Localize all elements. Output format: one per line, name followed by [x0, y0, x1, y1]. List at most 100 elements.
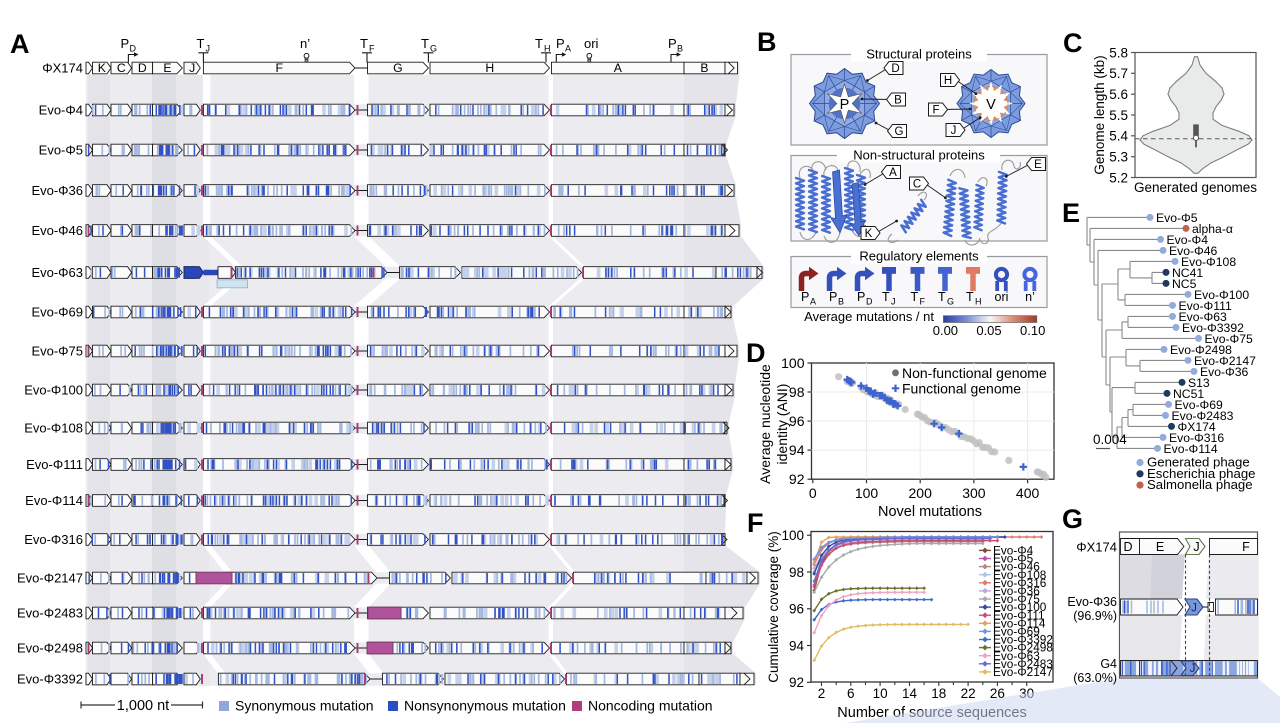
svg-text:T: T [911, 290, 919, 304]
svg-text:Salmonella phage: Salmonella phage [1147, 477, 1253, 492]
svg-text:Evo-Φ4: Evo-Φ4 [993, 544, 1034, 558]
svg-text:T: T [197, 36, 205, 51]
svg-text:Generated phage: Generated phage [1147, 455, 1250, 470]
svg-text:100: 100 [781, 355, 805, 371]
svg-text:ΦX174: ΦX174 [1076, 540, 1117, 555]
svg-text:T: T [882, 290, 890, 304]
svg-text:100: 100 [855, 485, 879, 501]
svg-text:Evo-Φ4: Evo-Φ4 [39, 103, 83, 118]
svg-text:J: J [1193, 540, 1199, 554]
svg-text:18: 18 [931, 686, 946, 701]
svg-text:5.7: 5.7 [1109, 66, 1128, 81]
svg-text:Evo-Φ75: Evo-Φ75 [31, 344, 83, 359]
svg-text:J: J [1190, 663, 1196, 675]
svg-text:Evo-Φ46: Evo-Φ46 [1169, 244, 1218, 258]
svg-text:5.5: 5.5 [1109, 108, 1128, 123]
svg-text:B: B [700, 61, 708, 75]
svg-text:Evo-Φ2147: Evo-Φ2147 [17, 571, 83, 586]
svg-text:A: A [565, 44, 571, 54]
svg-text:Evo-Φ69: Evo-Φ69 [1175, 398, 1224, 412]
svg-text:H: H [485, 61, 494, 75]
svg-text:Evo-Φ114: Evo-Φ114 [1164, 442, 1218, 456]
svg-text:Average nucleotide: Average nucleotide [757, 364, 773, 484]
svg-text:D: D [1123, 540, 1132, 554]
svg-text:J: J [206, 44, 211, 54]
svg-text:Evo-Φ5: Evo-Φ5 [1156, 211, 1198, 225]
svg-text:5.8: 5.8 [1109, 45, 1128, 60]
svg-text:Evo-Φ108: Evo-Φ108 [993, 568, 1047, 582]
svg-text:Evo-Φ2147: Evo-Φ2147 [1194, 354, 1256, 368]
svg-text:Evo-Φ2147: Evo-Φ2147 [993, 665, 1053, 679]
svg-text:alpha-α: alpha-α [1192, 222, 1233, 236]
svg-text:G: G [947, 297, 954, 307]
svg-text:n’: n’ [1025, 290, 1035, 304]
svg-text:Noncoding mutation: Noncoding mutation [588, 698, 713, 714]
svg-text:C: C [913, 179, 921, 191]
svg-text:D: D [130, 44, 137, 54]
svg-text:ori: ori [995, 290, 1009, 304]
svg-text:NC5: NC5 [1172, 277, 1197, 291]
svg-text:0.10: 0.10 [1020, 323, 1045, 338]
svg-text:G: G [895, 126, 904, 138]
svg-text:NC51: NC51 [1173, 387, 1204, 401]
svg-text:A: A [614, 61, 623, 75]
svg-text:98: 98 [789, 565, 804, 580]
svg-text:10: 10 [873, 686, 888, 701]
svg-text:92: 92 [789, 471, 805, 487]
svg-text:22: 22 [961, 686, 976, 701]
svg-text:E: E [1156, 540, 1164, 554]
svg-text:P: P [121, 36, 130, 51]
svg-text:94: 94 [789, 442, 805, 458]
svg-text:Evo-Φ63: Evo-Φ63 [993, 649, 1040, 663]
svg-text:Evo-Φ2498: Evo-Φ2498 [993, 641, 1053, 655]
svg-text:Evo-Φ114: Evo-Φ114 [993, 616, 1046, 630]
svg-text:(96.9%): (96.9%) [1073, 609, 1117, 623]
svg-text:1,000 nt: 1,000 nt [117, 698, 169, 714]
svg-text:D: D [746, 338, 766, 368]
svg-text:F: F [920, 297, 926, 307]
svg-text:Evo-Φ46: Evo-Φ46 [993, 560, 1040, 574]
svg-text:G: G [430, 44, 437, 54]
svg-text:F: F [747, 508, 764, 538]
svg-text:J: J [951, 125, 957, 137]
svg-text:P: P [840, 97, 850, 113]
svg-text:G4: G4 [1100, 657, 1117, 671]
svg-text:G: G [1062, 504, 1083, 534]
svg-text:300: 300 [962, 485, 986, 501]
svg-text:Evo-Φ75: Evo-Φ75 [1205, 332, 1254, 346]
svg-text:H: H [944, 75, 952, 87]
svg-text:P: P [556, 36, 565, 51]
svg-text:(63.0%): (63.0%) [1073, 671, 1117, 685]
svg-text:Functional genome: Functional genome [902, 380, 1021, 396]
svg-text:5.2: 5.2 [1109, 170, 1128, 185]
svg-text:Evo-Φ3392: Evo-Φ3392 [993, 633, 1053, 647]
svg-text:Evo-Φ316: Evo-Φ316 [993, 576, 1047, 590]
svg-text:H: H [544, 44, 551, 54]
svg-text:F: F [369, 44, 375, 54]
svg-text:Novel mutations: Novel mutations [878, 504, 982, 520]
svg-text:5.3: 5.3 [1109, 150, 1128, 165]
svg-text:Evo-Φ69: Evo-Φ69 [993, 625, 1040, 639]
svg-text:D: D [866, 297, 873, 307]
svg-text:A: A [889, 167, 897, 179]
svg-text:F: F [932, 105, 939, 117]
svg-text:Evo-Φ36: Evo-Φ36 [1200, 365, 1249, 379]
svg-text:B: B [757, 27, 777, 57]
svg-text:J: J [189, 61, 195, 75]
svg-text:Evo-Φ2498: Evo-Φ2498 [1170, 343, 1232, 357]
svg-text:B: B [894, 95, 902, 107]
svg-text:A: A [10, 29, 30, 59]
svg-text:100: 100 [781, 528, 804, 543]
svg-text:Evo-Φ108: Evo-Φ108 [24, 421, 83, 436]
svg-text:Evo-Φ4: Evo-Φ4 [1167, 233, 1209, 247]
svg-text:0.004: 0.004 [1093, 432, 1127, 447]
svg-text:98: 98 [789, 384, 805, 400]
svg-text:A: A [810, 297, 816, 307]
svg-text:Regulatory elements: Regulatory elements [859, 249, 979, 264]
svg-text:C: C [1063, 28, 1083, 58]
svg-text:Evo-Φ2483: Evo-Φ2483 [993, 657, 1053, 671]
svg-text:NC41: NC41 [1172, 266, 1203, 280]
svg-text:Non-functional genome: Non-functional genome [902, 365, 1047, 381]
svg-text:T: T [535, 36, 543, 51]
svg-text:0: 0 [809, 485, 817, 501]
